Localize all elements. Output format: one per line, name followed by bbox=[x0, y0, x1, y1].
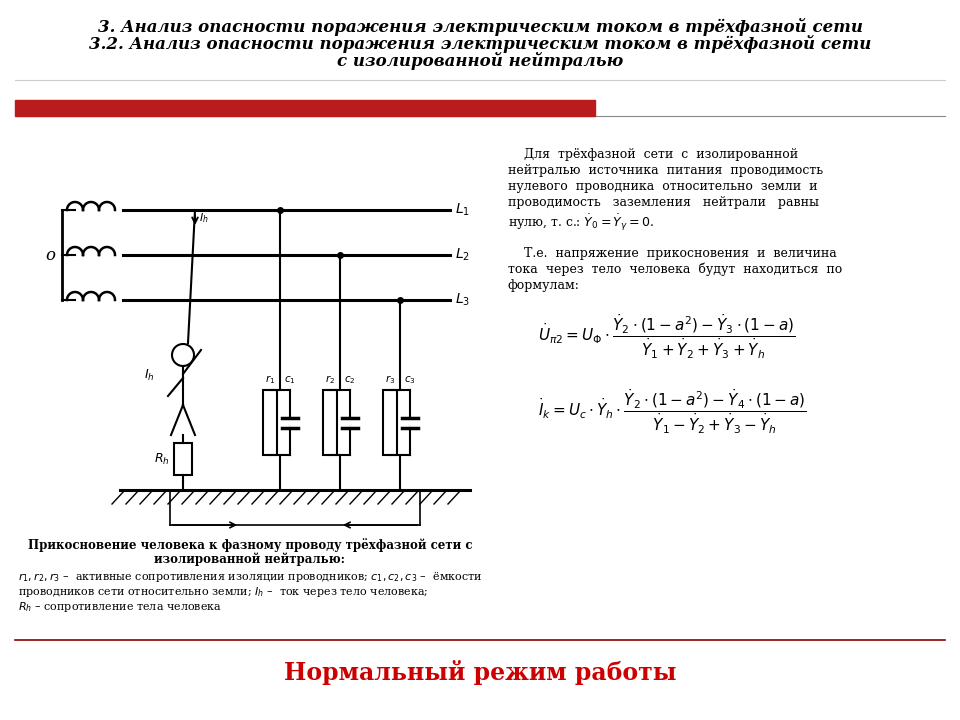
Text: $r_1, r_2, r_3$ –  активные сопротивления изоляции проводников; $c_1, c_2, c_3$ : $r_1, r_2, r_3$ – активные сопротивления… bbox=[18, 570, 483, 584]
Bar bbox=[174, 443, 192, 475]
Text: $r_3$: $r_3$ bbox=[385, 373, 396, 386]
Text: $R_h$: $R_h$ bbox=[155, 451, 170, 467]
Text: изолированной нейтралью:: изолированной нейтралью: bbox=[155, 553, 346, 567]
Text: проводимость   заземления   нейтрали   равны: проводимость заземления нейтрали равны bbox=[508, 196, 819, 209]
Text: $c_2$: $c_2$ bbox=[345, 374, 356, 386]
Text: $L_3$: $L_3$ bbox=[455, 292, 470, 308]
Text: $R_h$ – сопротивление тела человека: $R_h$ – сопротивление тела человека bbox=[18, 600, 222, 614]
Text: нулю, т. с.: $\dot{Y}_0=\dot{Y}_\gamma=0$.: нулю, т. с.: $\dot{Y}_0=\dot{Y}_\gamma=0… bbox=[508, 212, 655, 233]
Text: Для  трёхфазной  сети  с  изолированной: Для трёхфазной сети с изолированной bbox=[508, 148, 798, 161]
Text: Т.е.  напряжение  прикосновения  и  величина: Т.е. напряжение прикосновения и величина bbox=[508, 247, 837, 260]
Text: $L_1$: $L_1$ bbox=[455, 202, 470, 218]
Text: $\dot{I}_k = U_{c} \cdot \dot{Y}_{h} \cdot \dfrac{\dot{Y}_2 \cdot (1-a^2) - \dot: $\dot{I}_k = U_{c} \cdot \dot{Y}_{h} \cd… bbox=[538, 388, 806, 436]
Text: $\dot{U}_{\pi 2} = U_\Phi \cdot \dfrac{\dot{Y}_2 \cdot (1-a^2) - \dot{Y}_3 \cdot: $\dot{U}_{\pi 2} = U_\Phi \cdot \dfrac{\… bbox=[538, 313, 796, 361]
Text: $I_h$: $I_h$ bbox=[144, 367, 155, 382]
Text: нулевого  проводника  относительно  земли  и: нулевого проводника относительно земли и bbox=[508, 180, 818, 193]
Text: проводников сети относительно земли; $I_h$ –  ток через тело человека;: проводников сети относительно земли; $I_… bbox=[18, 585, 428, 599]
Text: Прикосновение человека к фазному проводу трёхфазной сети с: Прикосновение человека к фазному проводу… bbox=[28, 538, 472, 552]
Text: с изолированной нейтралью: с изолированной нейтралью bbox=[337, 52, 623, 70]
Bar bbox=[323, 390, 337, 455]
Text: формулам:: формулам: bbox=[508, 279, 580, 292]
Text: $I_h$: $I_h$ bbox=[199, 211, 208, 225]
Text: $r_1$: $r_1$ bbox=[265, 373, 276, 386]
Bar bbox=[383, 390, 397, 455]
Text: $r_2$: $r_2$ bbox=[324, 373, 335, 386]
Text: 3. Анализ опасности поражения электрическим током в трёхфазной сети: 3. Анализ опасности поражения электричес… bbox=[98, 18, 862, 36]
Bar bbox=[263, 390, 277, 455]
Bar bbox=[15, 100, 595, 116]
Text: нейтралью  источника  питания  проводимость: нейтралью источника питания проводимость bbox=[508, 164, 823, 177]
Text: Нормальный режим работы: Нормальный режим работы bbox=[284, 660, 676, 685]
Text: 3.2. Анализ опасности поражения электрическим током в трёхфазной сети: 3.2. Анализ опасности поражения электрич… bbox=[89, 35, 871, 53]
Text: o: o bbox=[45, 246, 55, 264]
Text: тока  через  тело  человека  будут  находиться  по: тока через тело человека будут находитьс… bbox=[508, 263, 842, 276]
Text: $c_1$: $c_1$ bbox=[284, 374, 296, 386]
Text: $c_3$: $c_3$ bbox=[404, 374, 416, 386]
Text: $L_2$: $L_2$ bbox=[455, 247, 470, 264]
